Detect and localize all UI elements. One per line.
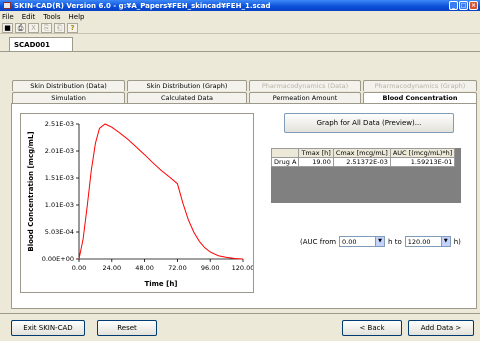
chevron-down-icon[interactable]: ▼ (440, 237, 450, 246)
blood-concentration-chart: 0.00E+00 5.03E-04 1.01E-03 1.51E-03 2.01E-03… (20, 113, 254, 293)
tab-pharmacodynamics-graph: Pharmacodynamics (Graph) (363, 80, 477, 91)
x-tick-label: 48.00 (135, 264, 154, 272)
help-icon[interactable]: ? (67, 22, 78, 33)
cut-icon[interactable]: X (28, 22, 39, 33)
tab-skin-distribution-data[interactable]: Skin Distribution (Data) (12, 80, 125, 91)
close-icon[interactable]: × (469, 1, 478, 10)
bottom-bar (0, 313, 480, 341)
auc-prefix: (AUC from (300, 237, 337, 246)
window-controls: _ □ × (449, 1, 478, 10)
reset-button[interactable]: Reset (97, 320, 157, 336)
tab-calculated-data[interactable]: Calculated Data (127, 92, 247, 103)
menu-help[interactable]: Help (68, 12, 85, 21)
column-header: Cmax [mcg/mL] (332, 148, 391, 158)
menu-bar: File Edit Tools Help (0, 11, 480, 22)
auc-to-value: 120.00 (407, 237, 431, 246)
menu-edit[interactable]: Edit (21, 12, 36, 21)
toolbar: ■ ⎙ X ⎘ ⎗ ? (0, 22, 480, 34)
x-tick-label: 96.00 (201, 264, 220, 272)
y-axis-label: Blood Concentration [mcg/mL] (27, 131, 35, 251)
results-table: Tmax [h] Cmax [mcg/mL] AUC [(mcg/mL)*h] Dru… (270, 148, 456, 167)
copy-icon[interactable]: ⎘ (41, 22, 52, 33)
tab-row-upper: Skin Distribution (Data) Skin Distributi… (9, 80, 479, 91)
x-tick-label: 72.00 (168, 264, 187, 272)
x-tick-label: 0.00 (72, 264, 86, 272)
y-tick-label: 2.51E-03 (45, 120, 74, 128)
table-row[interactable]: Drug A 19.00 2.51372E-03 1.59213E-01 (270, 157, 456, 167)
x-tick-label: 120.00 (232, 264, 253, 272)
menu-file[interactable]: File (2, 12, 14, 21)
y-tick-label: 5.03E-04 (45, 228, 74, 236)
document-tab-line (0, 51, 480, 52)
auc-range-row: (AUC from 0.00 ▼ h to 120.00 ▼ h) (300, 236, 461, 247)
menu-tools[interactable]: Tools (43, 12, 61, 21)
column-header: Tmax [h] (298, 148, 334, 158)
back-button[interactable]: < Back (342, 320, 402, 336)
table-cell: 1.59213E-01 (389, 157, 456, 167)
add-data-button[interactable]: Add Data > (408, 320, 474, 336)
chevron-down-icon[interactable]: ▼ (375, 237, 385, 246)
row-label: Drug A (270, 157, 300, 167)
column-header (270, 148, 300, 158)
auc-to-select[interactable]: 120.00 ▼ (404, 236, 451, 247)
auc-middle: h to (388, 237, 402, 246)
tab-row-lower: Simulation Calculated Data Permeation Am… (9, 92, 479, 104)
title-bar: SKIN-CAD(R) Version 6.0 - g:¥A_Papers¥FE… (0, 0, 480, 11)
auc-from-value: 0.00 (342, 237, 357, 246)
auc-suffix: h) (453, 237, 461, 246)
window-title: SKIN-CAD(R) Version 6.0 - g:¥A_Papers¥FE… (14, 1, 271, 10)
table-cell: 19.00 (298, 157, 334, 167)
minimize-icon[interactable]: _ (449, 1, 458, 10)
column-header: AUC [(mcg/mL)*h] (389, 148, 456, 158)
tab-simulation[interactable]: Simulation (12, 92, 125, 103)
y-tick-label: 0.00E+00 (42, 255, 74, 263)
y-tick-label: 2.01E-03 (45, 147, 74, 155)
y-tick-label: 1.01E-03 (45, 201, 74, 209)
chart-svg: 0.00E+00 5.03E-04 1.01E-03 1.51E-03 2.01E-03… (27, 120, 254, 288)
maximize-icon[interactable]: □ (459, 1, 468, 10)
series-line (78, 123, 244, 260)
save-icon[interactable]: ■ (2, 22, 13, 33)
print-icon[interactable]: ⎙ (15, 22, 26, 33)
tab-permeation-amount[interactable]: Permeation Amount (249, 92, 361, 103)
exit-button[interactable]: Exit SKIN-CAD (11, 320, 85, 336)
app-icon (3, 2, 11, 9)
tab-skin-distribution-graph[interactable]: Skin Distribution (Graph) (127, 80, 247, 91)
paste-icon[interactable]: ⎗ (54, 22, 65, 33)
tab-pharmacodynamics-data: Pharmacodynamics (Data) (249, 80, 361, 91)
auc-from-select[interactable]: 0.00 ▼ (339, 236, 386, 247)
results-grid: Tmax [h] Cmax [mcg/mL] AUC [(mcg/mL)*h] Dru… (270, 148, 461, 203)
x-tick-label: 24.00 (102, 264, 121, 272)
y-tick-label: 1.51E-03 (45, 174, 74, 182)
document-tab[interactable]: SCAD001 (9, 37, 73, 52)
table-cell: 2.51372E-03 (332, 157, 391, 167)
graph-all-data-button[interactable]: Graph for All Data (Preview)... (284, 113, 454, 133)
x-axis-label: Time [h] (144, 280, 177, 288)
tab-blood-concentration[interactable]: Blood Concentration (363, 92, 477, 104)
